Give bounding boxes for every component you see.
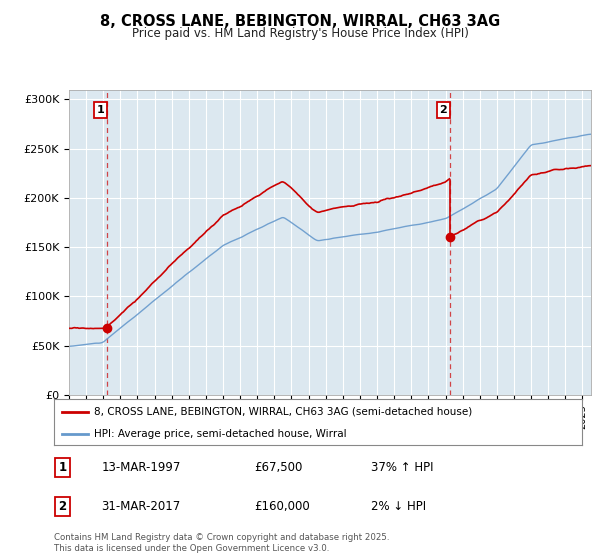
Text: 2: 2 [439, 105, 447, 115]
Text: 2% ↓ HPI: 2% ↓ HPI [371, 500, 426, 513]
Text: 8, CROSS LANE, BEBINGTON, WIRRAL, CH63 3AG: 8, CROSS LANE, BEBINGTON, WIRRAL, CH63 3… [100, 14, 500, 29]
Text: Contains HM Land Registry data © Crown copyright and database right 2025.
This d: Contains HM Land Registry data © Crown c… [54, 533, 389, 553]
Text: 2: 2 [58, 500, 67, 513]
Text: 1: 1 [97, 105, 104, 115]
Text: £67,500: £67,500 [254, 461, 303, 474]
Text: HPI: Average price, semi-detached house, Wirral: HPI: Average price, semi-detached house,… [94, 429, 346, 438]
Text: 31-MAR-2017: 31-MAR-2017 [101, 500, 181, 513]
Text: Price paid vs. HM Land Registry's House Price Index (HPI): Price paid vs. HM Land Registry's House … [131, 27, 469, 40]
Text: 13-MAR-1997: 13-MAR-1997 [101, 461, 181, 474]
Text: 37% ↑ HPI: 37% ↑ HPI [371, 461, 433, 474]
Text: £160,000: £160,000 [254, 500, 310, 513]
Text: 1: 1 [58, 461, 67, 474]
Text: 8, CROSS LANE, BEBINGTON, WIRRAL, CH63 3AG (semi-detached house): 8, CROSS LANE, BEBINGTON, WIRRAL, CH63 3… [94, 407, 472, 417]
